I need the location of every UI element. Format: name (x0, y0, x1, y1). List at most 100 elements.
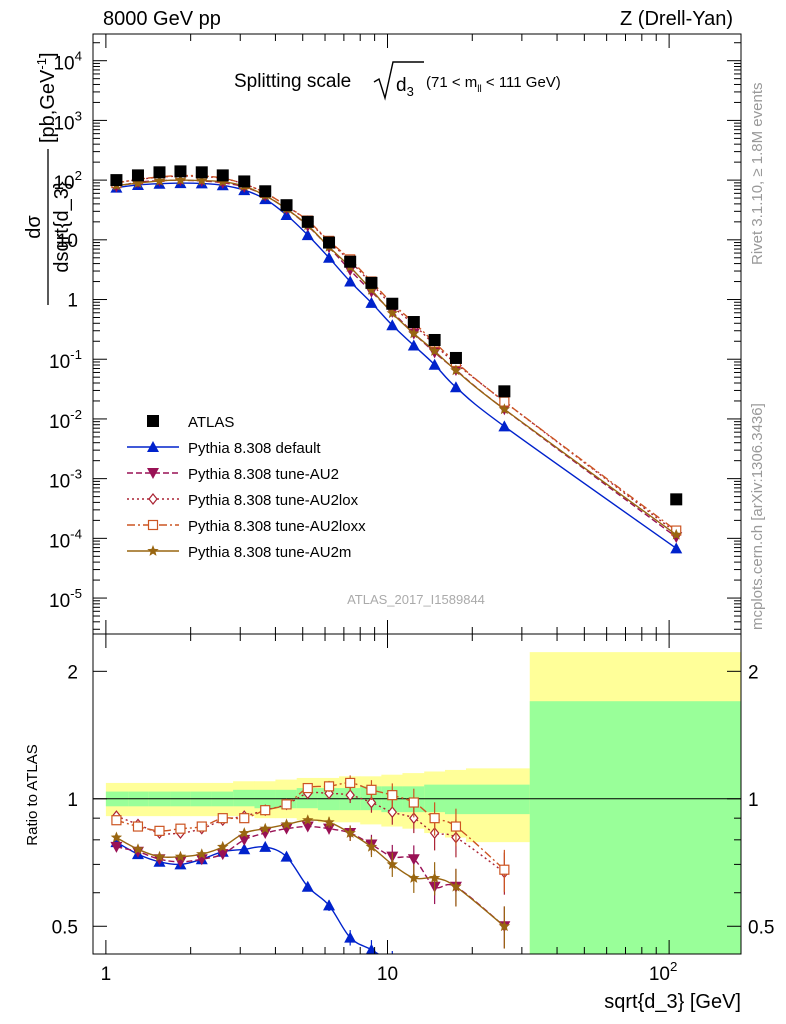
title-sqrt-sign (373, 61, 424, 101)
ratio-point-au2m (386, 858, 398, 870)
ratio-point-default (259, 840, 272, 852)
series-line-au2lox (116, 175, 677, 534)
ratio-point-au2 (259, 828, 272, 840)
point-au2m (174, 174, 187, 185)
point-au2m (498, 403, 511, 415)
point-data (670, 493, 683, 506)
ratio-point-au2 (407, 854, 420, 866)
legend-label-au2lox: Pythia 8.308 tune-AU2lox (188, 492, 359, 509)
y-tick-label: 10 (57, 231, 78, 252)
ratio-point-au2m (302, 814, 314, 826)
point-default (498, 420, 511, 432)
ylabel-numerator: dσ (23, 215, 45, 239)
ratio-point-default (365, 943, 378, 954)
ratio-y-tick-label-right: 2 (748, 662, 759, 683)
ratio-panel: 0.5 0.5 1 1 2 2 1 10 102 Ratio to ATLAS sqrt{d_… (24, 633, 774, 1013)
x-tick-label: 102 (649, 959, 678, 985)
point-data (131, 169, 144, 182)
ratio-point-au2m (259, 822, 271, 834)
point-data (498, 385, 511, 398)
ratio-point-au2m (280, 818, 293, 830)
legend-entry-default: Pythia 8.308 default (127, 440, 321, 457)
point-au2m (450, 364, 462, 376)
point-au2m (386, 307, 398, 319)
ratio-point-au2m (217, 840, 229, 852)
ratio-y-tick-label: 2 (67, 662, 78, 683)
ratio-point-au2loxx (260, 805, 271, 816)
ylabel-unit: [pb,GeV-1] (34, 52, 59, 143)
legend-marker-au2m (147, 545, 159, 556)
ratio-uncertainty-bands (105, 652, 741, 954)
point-default (365, 296, 378, 308)
ratio-point-au2lox (345, 789, 355, 802)
point-data (195, 166, 208, 179)
title-sqrt-d: d3 (396, 75, 414, 99)
ratio-series (110, 775, 511, 987)
ratio-point-au2m (408, 872, 420, 883)
ratio-point-au2m (196, 848, 208, 859)
ratio-y-tick-label-right: 1 (748, 790, 759, 811)
ratio-point-au2 (110, 841, 123, 853)
ratio-point-au2loxx (239, 813, 250, 824)
band-green-bin (444, 784, 467, 815)
series-au2m (110, 174, 682, 540)
ratio-point-au2 (195, 854, 208, 866)
point-data (344, 255, 357, 268)
ratio-point-au2m (132, 843, 144, 855)
legend-marker-au2loxx (147, 519, 159, 531)
legend-marker-au2lox (148, 493, 158, 505)
legend-entry-data: ATLAS (147, 414, 234, 431)
point-data (323, 236, 336, 249)
point-data (174, 165, 187, 178)
ratio-point-au2 (216, 849, 229, 861)
x-tick-labels: 1 10 102 (101, 959, 678, 985)
point-default (428, 358, 441, 370)
main-axis-ticks (92, 34, 741, 634)
ratio-point-default (429, 976, 441, 987)
ratio-point-au2loxx (281, 799, 292, 810)
header-left: 8000 GeV pp (103, 8, 221, 30)
legend-entry-au2: Pythia 8.308 tune-AU2 (127, 466, 339, 483)
ratio-point-default (344, 931, 357, 943)
point-au2m (132, 177, 144, 188)
point-default (449, 381, 462, 393)
ratio-point-au2m (238, 827, 250, 838)
ratio-point-au2loxx (217, 813, 228, 824)
point-data (153, 166, 166, 179)
band-green-bin (233, 789, 255, 807)
mcplots-reference-text: mcplots.cern.ch [arXiv:1306.3436] (749, 403, 766, 630)
ratio-frame (92, 633, 742, 955)
ratio-point-au2loxx (450, 821, 462, 832)
ratio-point-au2loxx (366, 784, 377, 795)
ratio-point-au2 (238, 834, 251, 846)
main-y-axis-label: dσ dsqrt{d_3} [pb,GeV-1] (23, 52, 73, 305)
point-data (365, 276, 378, 289)
band-green-bin (465, 784, 531, 815)
legend-entry-au2loxx: Pythia 8.308 tune-AU2loxx (127, 518, 366, 535)
ratio-y-tick-label-right: 0.5 (748, 917, 774, 938)
point-au2m (670, 528, 682, 540)
ratio-point-au2m (174, 850, 187, 862)
y-tick-label: 102 (53, 168, 82, 194)
ratio-y-tick-label: 0.5 (52, 917, 78, 938)
point-default (407, 339, 420, 351)
y-tick-label: 1 (67, 291, 78, 312)
analysis-id: ATLAS_2017_I1589844 (347, 592, 485, 607)
legend-label-au2m: Pythia 8.308 tune-AU2m (188, 544, 351, 561)
ratio-point-au2loxx (154, 825, 165, 836)
legend-marker-au2 (147, 468, 159, 479)
ratio-point-au2loxx (302, 782, 313, 794)
ylabel-denominator: dsqrt{d_3} (51, 181, 73, 273)
y-tick-label: 10-4 (49, 526, 82, 552)
ratio-point-au2m (110, 831, 123, 843)
ratio-point-au2loxx (345, 777, 356, 789)
header-right: Z (Drell-Yan) (620, 8, 733, 30)
point-data (449, 351, 462, 364)
ratio-point-au2lox (409, 812, 419, 825)
y-tick-label: 10-5 (49, 586, 82, 612)
ratio-point-au2loxx (175, 823, 186, 834)
y-tick-label: 10-1 (49, 347, 82, 373)
y-tick-label: 10-2 (49, 407, 82, 433)
ratio-point-au2loxx (408, 797, 419, 808)
main-panel: 1 10 10-5 10-4 10-3 10-2 10-1 102 103 104 Splitti… (23, 33, 742, 635)
